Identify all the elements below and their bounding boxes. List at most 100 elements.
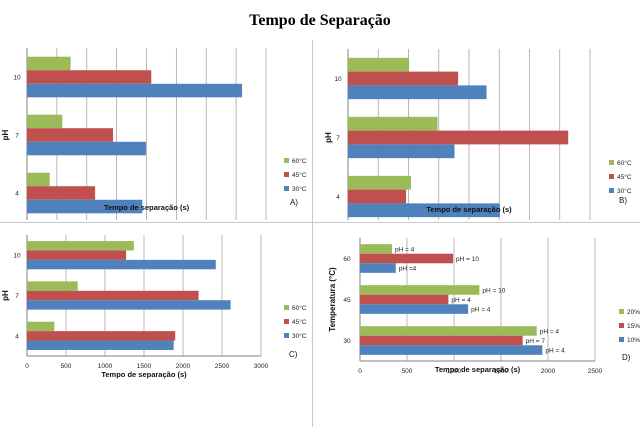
y-axis-title: Temperatura (°C) [328,267,337,332]
bar [27,199,143,214]
legend-swatch [284,158,289,163]
x-tick-label: 500 [61,363,72,370]
x-tick-label: 3000 [254,363,269,370]
x-tick-label: 1000 [447,368,462,375]
x-tick-label: 2000 [541,368,556,375]
x-tick-label: 0 [358,368,362,375]
x-tick-label: 2500 [215,363,230,370]
bar [27,114,63,129]
bar [360,304,469,314]
x-axis-title: Tempo de separação (s) [426,205,512,214]
page-title: Tempo de Separação [249,12,391,29]
bar [360,263,396,273]
legend-label: 45°C [292,318,307,326]
legend-label: 45°C [292,171,307,179]
bar [348,57,410,72]
x-tick-label: 0 [25,363,29,370]
bar [360,294,449,305]
x-tick-label: 1000 [98,363,113,370]
legend-label: 20% [627,309,640,316]
y-tick-label: 4 [336,194,340,201]
bar [27,259,216,270]
bar [360,244,392,254]
legend-label: 45°C [617,173,632,181]
bar [348,116,438,131]
legend-swatch [609,160,614,165]
bar [348,189,407,204]
bar [27,186,96,200]
legend-swatch [619,337,624,342]
data-label: pH = 10 [482,287,505,294]
legend-label: 60°C [617,159,632,167]
legend-label: 30°C [292,332,307,340]
data-label: pH = 4 [451,297,471,304]
legend-label: 60°C [292,157,307,165]
bar [27,340,174,350]
y-tick-label: 10 [334,76,342,83]
y-axis-title: pH [1,129,10,140]
bar [27,281,78,291]
bar [27,56,71,71]
panel-label: D) [622,353,631,362]
bar [360,326,537,336]
bar [27,331,176,341]
legend-label: 30°C [617,187,632,195]
x-tick-label: 2500 [588,368,603,375]
chart-panel-b: 050010001500200025003000350040001074Temp… [324,49,632,220]
y-tick-label: 60 [343,256,351,263]
bar [348,175,411,190]
legend-swatch [609,174,614,179]
legend-swatch [284,305,289,310]
x-tick-label: 1500 [494,368,509,375]
bar [27,321,55,332]
legend-label: 10% [627,337,640,344]
legend-label: 30°C [292,185,307,193]
x-tick-label: 2000 [176,363,191,370]
y-tick-label: 4 [15,191,19,198]
bar [360,345,543,355]
bar [348,85,487,100]
y-tick-label: 7 [336,135,340,142]
y-tick-label: 10 [13,253,21,260]
data-label: pH = 7 [526,338,546,345]
bar [360,253,454,264]
bar [27,250,127,260]
y-tick-label: 30 [343,338,351,345]
chart-panel-a: 050010001500200025003000350040001074Temp… [1,48,307,220]
panel-label: A) [290,198,298,207]
data-label: pH = 4 [545,348,565,355]
legend-swatch [284,333,289,338]
y-tick-label: 10 [13,75,21,82]
legend-swatch [284,319,289,324]
legend-swatch [609,188,614,193]
bar [27,83,243,98]
panel-label: C) [289,350,298,359]
bar [348,71,459,86]
data-label: pH = 4 [540,328,560,335]
bar [348,203,500,218]
y-tick-label: 7 [15,293,19,300]
x-tick-label: 500 [402,368,413,375]
bar [348,144,455,159]
bar [27,290,199,301]
bar [360,335,523,346]
bar [27,128,114,142]
bar [27,70,152,84]
legend-swatch [284,186,289,191]
bar [348,130,569,145]
chart-panel-d: 0 500 1000 1500 2000 2500 60 pH = 4 pH = 10 pH =4… [328,238,640,375]
x-axis-title: Tempo de separação (s) [435,365,521,374]
x-axis-title: Tempo de separação (s) [104,203,190,212]
x-axis-title: Tempo de separação (s) [101,370,187,379]
bar [27,241,134,251]
data-label: pH = 4 [471,307,491,314]
y-tick-label: 45 [343,297,351,304]
y-tick-label: 7 [15,133,19,140]
data-label: pH =4 [399,266,417,273]
bar [27,172,50,187]
legend-swatch [619,309,624,314]
panel-label: B) [619,196,627,205]
bar [27,141,146,156]
chart-panel-c: 0 500 1000 1500 2000 2500 3000 10 7 4 Tempo de sep… [1,235,307,379]
y-axis-title: pH [324,132,333,143]
